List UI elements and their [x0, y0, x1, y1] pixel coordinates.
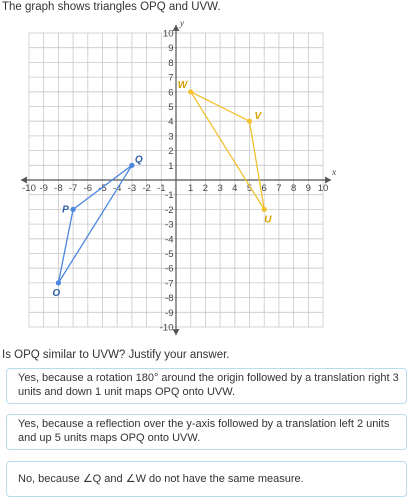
y-tick-label: 5	[168, 102, 173, 113]
x-tick-label: -2	[142, 183, 150, 194]
vertex-label-v: V	[255, 111, 263, 122]
y-tick-label: 3	[168, 131, 173, 142]
x-tick-label: 8	[291, 183, 296, 194]
answer-choice-reflection[interactable]: Yes, because a reflection over the y-axi…	[6, 414, 407, 450]
y-tick-label: -2	[165, 205, 173, 216]
triangle-opq	[57, 164, 133, 284]
y-tick-label: -4	[165, 234, 173, 245]
triangles: O P Q U V W	[52, 80, 272, 299]
answer-choice-rotation-text: Yes, because a rotation 180° around the …	[18, 372, 399, 398]
vertex-label-o: O	[52, 288, 60, 299]
vertex-point-q	[129, 162, 135, 168]
x-tick-label: 2	[203, 183, 208, 194]
x-tick-label: 10	[318, 183, 329, 194]
y-tick-label: -6	[165, 264, 173, 275]
y-axis-arrow-up	[172, 24, 180, 31]
x-tick-label: 7	[276, 183, 281, 194]
y-tick-label: -1	[165, 190, 173, 201]
x-axis-label: x	[331, 167, 336, 177]
vertex-label-p: P	[62, 204, 69, 215]
y-axis-label: y	[179, 20, 184, 28]
y-tick-label: 9	[168, 43, 173, 54]
y-axis-arrow-down	[172, 329, 180, 336]
y-tick-label: 8	[168, 58, 173, 69]
x-axis-arrow-right	[325, 176, 332, 184]
x-tick-label: 3	[217, 183, 222, 194]
triangle-uvw	[188, 90, 265, 210]
vertex-point-w	[188, 89, 194, 95]
answer-choice-rotation[interactable]: Yes, because a rotation 180° around the …	[6, 368, 407, 404]
x-tick-label: -1	[157, 183, 165, 194]
vertex-label-u: U	[264, 214, 272, 225]
y-tick-label: -9	[165, 308, 173, 319]
problem-prompt: The graph shows triangles OPQ and UVW.	[2, 1, 221, 13]
x-tick-label: 4	[232, 183, 237, 194]
answer-choice-angles[interactable]: No, because ∠Q and ∠W do not have the sa…	[6, 461, 407, 497]
x-axis-arrow-left	[20, 176, 27, 184]
y-tick-label: -10	[160, 323, 174, 334]
x-tick-label: -8	[54, 183, 62, 194]
x-tick-label: 6	[262, 183, 267, 194]
x-tick-label: 5	[247, 183, 252, 194]
x-tick-label: -7	[69, 183, 77, 194]
x-tick-label: -9	[39, 183, 47, 194]
x-tick-label: 1	[188, 183, 193, 194]
answer-choice-reflection-text: Yes, because a reflection over the y-axi…	[18, 418, 390, 444]
vertex-point-p	[70, 206, 76, 212]
y-tick-label: 10	[163, 29, 174, 40]
y-tick-label: -8	[165, 293, 173, 304]
x-tick-label: -10	[22, 183, 36, 194]
x-tick-label: -6	[84, 183, 92, 194]
coordinate-graph: xy-10 -9 -8 -7 -6 -5 -4 -3 -2 -1 1 2 3 4 5 6 7 8 9 10109876…	[20, 20, 336, 336]
vertex-point-v	[246, 118, 253, 124]
answer-choice-angles-text: No, because ∠Q and ∠W do not have the sa…	[18, 473, 304, 485]
y-tick-label: 2	[168, 146, 173, 157]
y-tick-label: -5	[165, 249, 173, 260]
y-tick-label: 4	[168, 117, 173, 128]
vertex-label-q: Q	[135, 154, 143, 165]
vertex-label-w: W	[178, 80, 189, 91]
y-tick-label: 7	[168, 73, 173, 84]
vertex-point-o	[55, 280, 62, 286]
y-tick-label: 1	[168, 161, 173, 172]
axes	[20, 24, 332, 336]
x-tick-label: -3	[128, 183, 136, 194]
y-tick-label: 6	[168, 87, 173, 98]
vertex-point-u	[261, 206, 267, 212]
y-tick-label: -3	[165, 220, 173, 231]
question-text: Is OPQ similar to UVW? Justify your answ…	[2, 349, 230, 361]
tick-labels: xy-10 -9 -8 -7 -6 -5 -4 -3 -2 -1 1 2 3 4 5 6 7 8 9 10109876…	[22, 20, 336, 334]
x-tick-label: 9	[306, 183, 311, 194]
y-tick-label: -7	[165, 278, 173, 289]
x-tick-label: -5	[98, 183, 106, 194]
